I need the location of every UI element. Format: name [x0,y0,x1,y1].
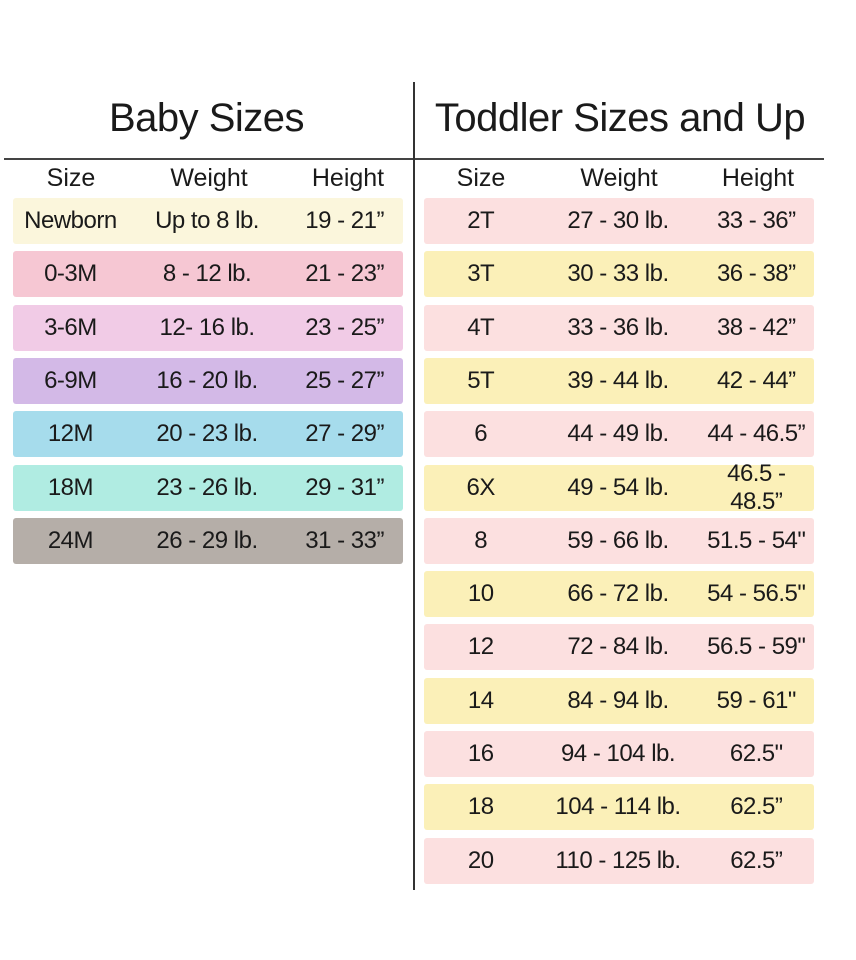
toddler-column-headers: Size Weight Height [424,160,816,196]
cell-weight: 66 - 72 lb. [567,580,669,608]
table-row: 0-3M 8 - 12 lb. 21 - 23” [13,251,403,298]
cell-weight: 49 - 54 lb. [567,473,669,501]
cell-weight: 39 - 44 lb. [567,366,669,394]
table-row: 18M 23 - 26 lb. 29 - 31” [13,464,403,511]
cell-size: 8 [474,526,488,554]
cell-size: 12M [47,420,94,448]
cell-size: 18 [467,793,494,821]
cell-weight: 12- 16 lb. [159,313,255,341]
table-row: 3-6M 12- 16 lb. 23 - 25” [13,304,403,351]
baby-column-headers: Size Weight Height [13,160,407,196]
cell-weight: 20 - 23 lb. [156,420,258,448]
cell-weight: 44 - 49 lb. [567,420,669,448]
cell-height: 62.5" [729,740,783,767]
table-row: 10 66 - 72 lb. 54 - 56.5" [424,571,814,618]
cell-size: 2T [467,207,495,234]
baby-header-rule [4,158,413,160]
cell-height: 42 - 44” [716,366,796,394]
cell-height: 23 - 25” [305,313,384,341]
cell-weight: 94 - 104 lb. [560,740,676,767]
table-row: 4T 33 - 36 lb. 38 - 42” [424,304,814,351]
cell-size: 6X [466,473,496,501]
header-size: Size [456,163,506,192]
cell-size: 24M [47,526,94,554]
cell-size: 20 [467,846,494,874]
cell-height: 27 - 29” [305,420,384,448]
baby-sizes-title: Baby Sizes [108,96,305,140]
toddler-sizes-title: Toddler Sizes and Up [434,96,806,140]
table-row: 8 59 - 66 lb. 51.5 - 54" [424,517,814,564]
cell-height: 38 - 42” [716,313,796,341]
header-height: Height [721,163,795,192]
header-height: Height [311,163,385,192]
cell-weight: 110 - 125 lb. [555,846,681,874]
cell-weight: 23 - 26 lb. [156,473,258,501]
cell-weight: 59 - 66 lb. [567,526,669,554]
cell-height: 62.5” [730,793,783,821]
cell-weight: 33 - 36 lb. [567,313,669,341]
cell-height: 25 - 27” [305,366,384,394]
table-row: 2T 27 - 30 lb. 33 - 36” [424,198,814,244]
toddler-header-rule [415,158,824,160]
header-size: Size [46,163,96,192]
cell-weight: 104 - 114 lb. [555,793,681,821]
cell-weight: 16 - 20 lb. [156,366,258,394]
table-row: Newborn Up to 8 lb. 19 - 21” [13,198,403,244]
cell-height: 36 - 38” [716,260,796,288]
cell-height: 21 - 23” [305,260,384,288]
cell-weight: 8 - 12 lb. [162,260,252,288]
cell-height: 54 - 56.5" [707,580,806,608]
cell-weight: 84 - 94 lb. [567,686,669,714]
table-row: 6 44 - 49 lb. 44 - 46.5” [424,411,814,458]
center-divider [413,82,415,890]
cell-size: 18M [47,473,94,501]
cell-height: 33 - 36” [716,207,796,234]
cell-height: 19 - 21” [305,207,384,234]
cell-weight: 27 - 30 lb. [567,207,669,234]
cell-height: 29 - 31” [305,473,384,501]
cell-size: 3T [467,260,495,288]
cell-height: 44 - 46.5” [707,420,806,448]
cell-height: 56.5 - 59" [707,633,806,661]
table-row: 5T 39 - 44 lb. 42 - 44” [424,357,814,404]
cell-weight: 26 - 29 lb. [156,526,258,554]
header-weight: Weight [170,163,248,192]
cell-size: 4T [467,313,495,341]
cell-size: 12 [467,633,494,661]
cell-height: 62.5” [730,846,783,874]
cell-weight: 72 - 84 lb. [567,633,669,661]
table-row: 24M 26 - 29 lb. 31 - 33” [13,517,403,564]
cell-size: 10 [467,580,494,608]
cell-height: 59 - 61" [716,686,797,714]
cell-size: Newborn [24,207,117,234]
table-row: 12M 20 - 23 lb. 27 - 29” [13,411,403,458]
cell-size: 14 [467,686,494,714]
header-weight: Weight [580,163,658,192]
cell-size: 5T [467,366,495,394]
cell-size: 0-3M [44,260,97,288]
cell-height: 31 - 33” [305,526,384,554]
cell-weight: 30 - 33 lb. [567,260,669,288]
cell-size: 6-9M [44,366,97,394]
cell-weight: Up to 8 lb. [155,207,259,234]
cell-height: 51.5 - 54" [707,526,806,554]
table-row: 6X 49 - 54 lb. 46.5 - 48.5” [424,460,814,515]
cell-size: 16 [467,740,494,767]
cell-size: 3-6M [44,313,97,341]
table-row: 6-9M 16 - 20 lb. 25 - 27” [13,357,403,404]
table-row: 16 94 - 104 lb. 62.5" [424,731,814,777]
cell-height: 46.5 - 48.5” [727,459,786,515]
table-row: 12 72 - 84 lb. 56.5 - 59" [424,624,814,671]
cell-size: 6 [474,420,488,448]
table-row: 3T 30 - 33 lb. 36 - 38” [424,251,814,298]
table-row: 18 104 - 114 lb. 62.5” [424,784,814,831]
table-row: 20 110 - 125 lb. 62.5” [424,837,814,884]
table-row: 14 84 - 94 lb. 59 - 61" [424,677,814,724]
